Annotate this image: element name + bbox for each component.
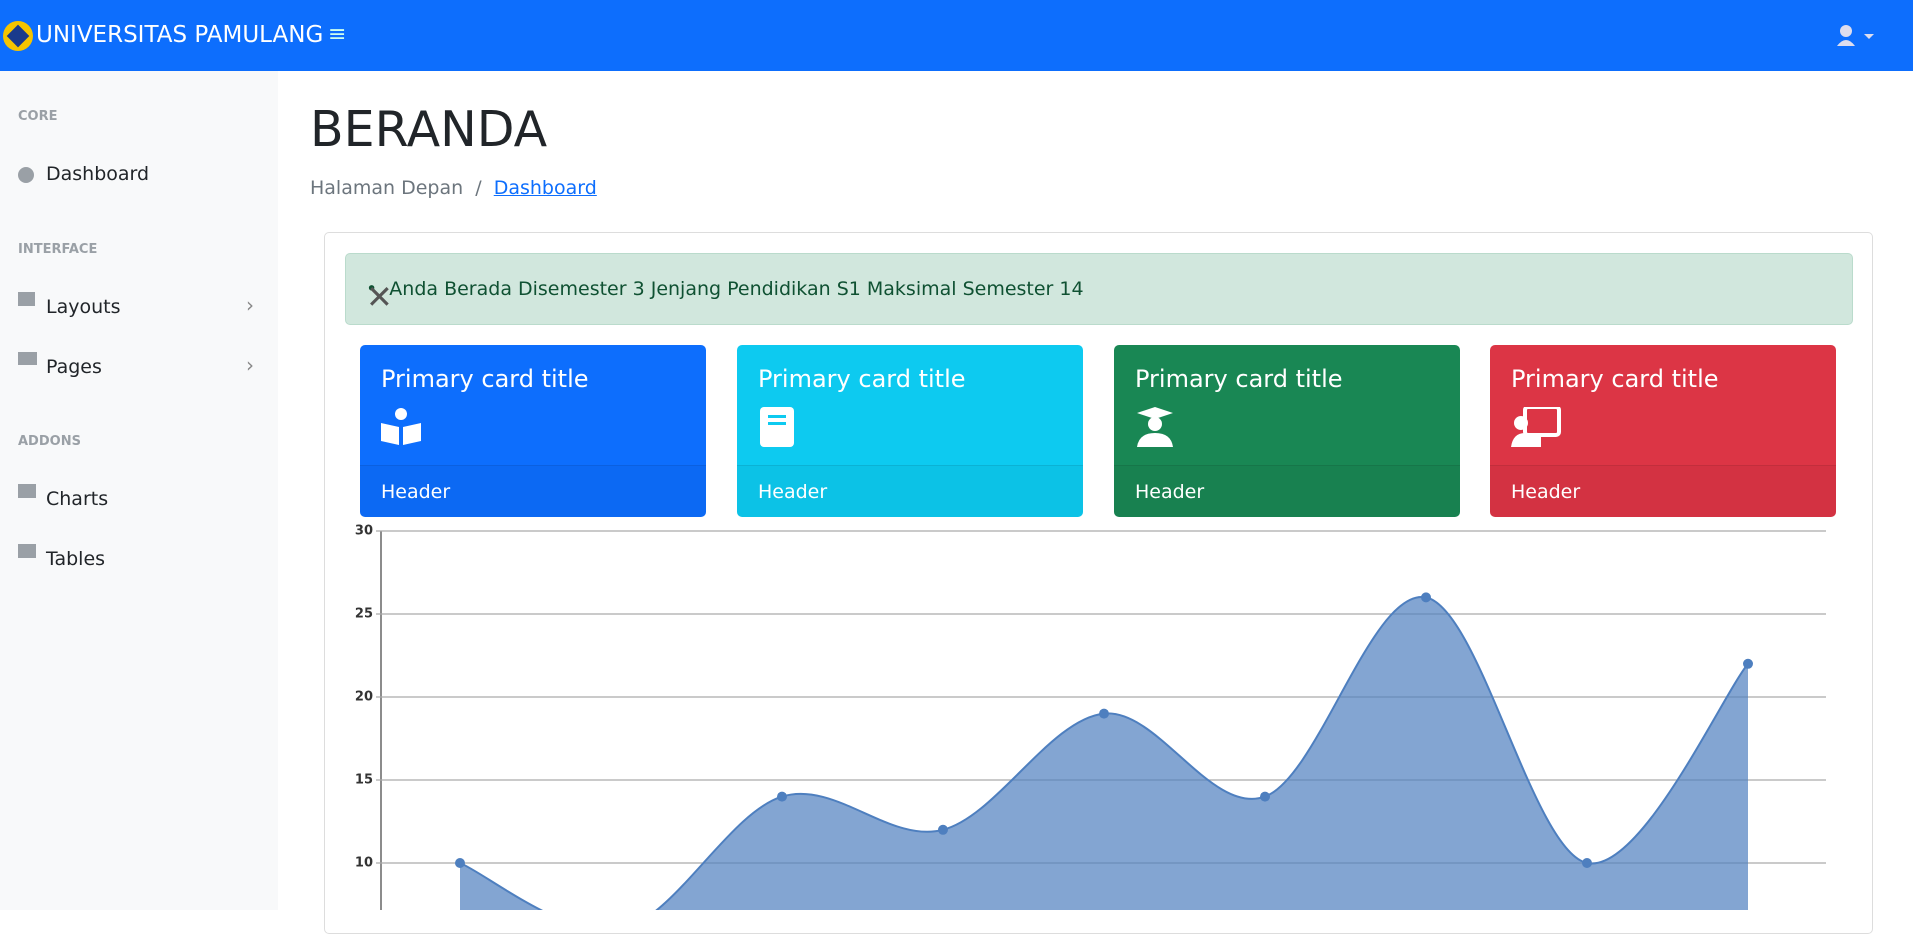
nav-item[interactable]: Tables bbox=[46, 548, 106, 570]
stat-card: Primary card title Header bbox=[1114, 345, 1460, 517]
chart: 051015202530 bbox=[355, 524, 1826, 910]
point bbox=[1099, 708, 1109, 719]
point bbox=[1582, 858, 1592, 868]
alert-message: Anda Berada Disemester 3 Jenjang Pendidi… bbox=[389, 278, 1084, 300]
point bbox=[1260, 791, 1270, 802]
brand[interactable]: UNIVERSITAS PAMULANG bbox=[36, 22, 324, 48]
alert: • Anda Berada Disemester 3 Jenjang Pendi… bbox=[345, 253, 1853, 325]
card-title: Primary card title bbox=[1135, 365, 1343, 393]
nav-item[interactable]: Charts bbox=[46, 488, 109, 510]
y-tick-label: 25 bbox=[355, 607, 373, 622]
y-tick-label: 10 bbox=[355, 856, 373, 871]
stat-card: Primary card title Header bbox=[1490, 345, 1836, 517]
navbar: UNIVERSITAS PAMULANG ≡ bbox=[0, 0, 1913, 71]
card-footer: Header bbox=[1135, 481, 1205, 503]
card-icon bbox=[1137, 407, 1173, 447]
page-title: BERANDA bbox=[310, 101, 548, 158]
y-tick-label: 15 bbox=[355, 773, 373, 788]
y-tick-label: 30 bbox=[355, 524, 373, 539]
alert-text: • Anda Berada Disemester 3 Jenjang Pendi… bbox=[366, 278, 1084, 300]
card-title: Primary card title bbox=[381, 365, 589, 393]
line bbox=[459, 596, 1749, 910]
nav-item[interactable]: Pages bbox=[46, 356, 102, 378]
stat-card: Primary card title Header bbox=[360, 345, 706, 517]
sidebar-heading: ADDONS bbox=[18, 434, 81, 449]
area bbox=[460, 597, 1748, 910]
point bbox=[1743, 658, 1753, 669]
card-footer: Header bbox=[1511, 481, 1581, 503]
card-icon bbox=[1511, 407, 1561, 447]
card-icon bbox=[760, 407, 794, 447]
stat-card: Primary card title Header bbox=[737, 345, 1083, 517]
point bbox=[455, 858, 465, 868]
sidebar-heading: INTERFACE bbox=[18, 242, 98, 257]
sidebar: CORE Dashboard INTERFACE Layouts › Pages ›… bbox=[0, 71, 278, 910]
close-button[interactable]: ✕ bbox=[366, 278, 393, 316]
point bbox=[938, 824, 948, 835]
point bbox=[777, 791, 787, 802]
card-title: Primary card title bbox=[1511, 365, 1719, 393]
y-tick-label: 20 bbox=[355, 690, 373, 705]
logo bbox=[3, 21, 33, 51]
nav-item[interactable]: Layouts bbox=[46, 296, 121, 318]
card-title: Primary card title bbox=[758, 365, 966, 393]
card-footer: Header bbox=[758, 481, 828, 503]
main: BERANDA Halaman Depan / Dashboard • Anda… bbox=[278, 71, 1913, 934]
point bbox=[1421, 592, 1431, 603]
card-footer: Header bbox=[381, 481, 451, 503]
nav-item[interactable]: Dashboard bbox=[46, 163, 150, 185]
sidebar-icons bbox=[18, 167, 37, 558]
breadcrumb: Halaman Depan / Dashboard bbox=[310, 177, 597, 199]
menu-toggle[interactable]: ≡ bbox=[328, 22, 347, 47]
breadcrumb-item: Halaman Depan bbox=[310, 177, 464, 199]
sidebar-heading: CORE bbox=[18, 109, 58, 124]
breadcrumb-link[interactable]: Dashboard bbox=[493, 177, 597, 199]
user-menu[interactable] bbox=[1836, 24, 1882, 48]
card-icon bbox=[381, 408, 421, 445]
